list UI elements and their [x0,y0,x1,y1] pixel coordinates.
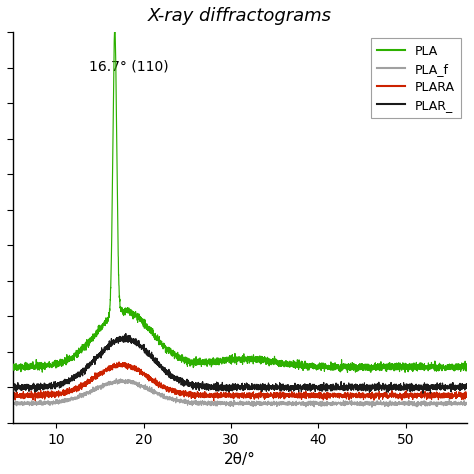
X-axis label: 2θ/°: 2θ/° [224,452,255,467]
Legend: PLA, PLA_f, PLARA, PLAR_: PLA, PLA_f, PLARA, PLAR_ [371,38,461,118]
Title: X-ray diffractograms: X-ray diffractograms [148,7,332,25]
Text: 16.7° (110): 16.7° (110) [90,60,169,73]
